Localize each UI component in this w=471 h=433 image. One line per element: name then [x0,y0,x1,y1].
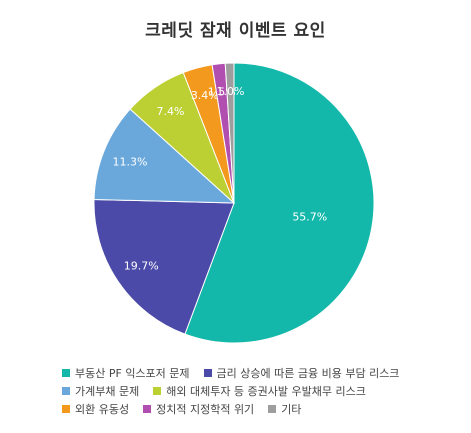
legend-swatch [62,387,70,395]
legend-row: 가계부채 문제 해외 대체투자 등 증권사발 우발채무 리스크 [62,382,462,400]
legend-item: 금리 상승에 따른 금융 비용 부담 리스크 [203,365,400,381]
legend-label: 부동산 PF 익스포저 문제 [75,367,190,380]
legend-item: 정치적 지정학적 위기 [143,401,254,417]
legend-swatch [62,369,70,377]
legend-swatch [62,405,70,413]
legend-item: 해외 대체투자 등 증권사발 우발채무 리스크 [153,383,366,399]
legend-swatch [143,405,152,413]
legend-swatch [203,369,212,377]
data-label: 3.4% [191,89,219,102]
pie-slice [224,62,235,204]
pie-slice [93,198,235,335]
legend-label: 기타 [281,403,302,416]
legend-label: 해외 대체투자 등 증권사발 우발채무 리스크 [166,385,366,398]
pie-slice [184,62,375,344]
legend-item: 기타 [268,401,301,417]
legend-swatch [153,387,162,395]
chart-title: 크레딧 잠재 이벤트 요인 [145,21,326,41]
data-label: 55.7% [292,211,327,224]
legend-item: 부동산 PF 익스포저 문제 [62,365,190,381]
data-label: 1.0% [217,85,245,98]
legend-label: 가계부채 문제 [75,385,140,398]
legend-label: 외환 유동성 [75,403,130,416]
legend-label: 금리 상승에 따른 금융 비용 부담 리스크 [216,367,400,380]
legend-row: 외환 유동성 정치적 지정학적 위기 기타 [62,400,462,418]
legend-row: 부동산 PF 익스포저 문제 금리 상승에 따른 금융 비용 부담 리스크 [62,364,462,382]
pie-slice [93,108,236,204]
legend-swatch [268,405,277,413]
data-label: 7.4% [157,105,185,118]
legend-label: 정치적 지정학적 위기 [156,403,255,416]
data-label: 11.3% [113,155,148,168]
legend-item: 가계부채 문제 [62,383,139,399]
data-label: 19.7% [124,260,159,273]
legend-item: 외환 유동성 [62,401,129,417]
pie-chart: 55.7%19.7%11.3%7.4%3.4%1.5%1.0% [93,62,375,344]
